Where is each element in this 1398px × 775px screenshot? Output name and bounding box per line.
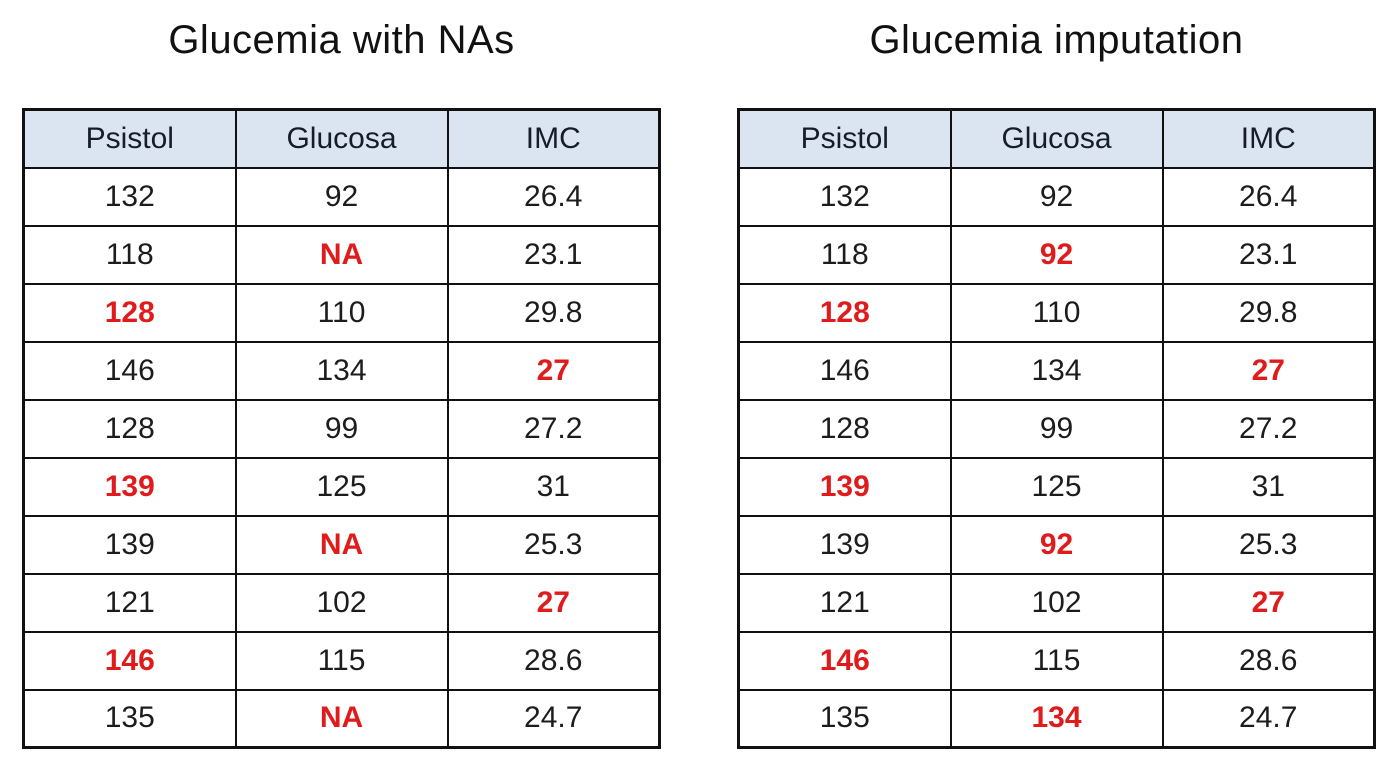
highlighted-cell: NA bbox=[234, 224, 449, 285]
cell: 29.8 bbox=[446, 282, 661, 343]
cell: 26.4 bbox=[1161, 166, 1376, 227]
cell: 24.7 bbox=[446, 688, 661, 749]
table-row: 146 134 27 bbox=[737, 340, 1376, 401]
highlighted-cell: 27 bbox=[1161, 340, 1376, 401]
table-row: 139 92 25.3 bbox=[737, 514, 1376, 575]
header-cell: Glucosa bbox=[949, 108, 1164, 169]
cell: 23.1 bbox=[1161, 224, 1376, 285]
cell: 92 bbox=[234, 166, 449, 227]
cell: 25.3 bbox=[446, 514, 661, 575]
highlighted-cell: 146 bbox=[22, 630, 237, 691]
cell: 139 bbox=[22, 514, 237, 575]
table-row: 146 134 27 bbox=[22, 340, 661, 401]
table-row: 118 NA 23.1 bbox=[22, 224, 661, 285]
header-row: Psistol Glucosa IMC bbox=[737, 108, 1376, 169]
cell: 118 bbox=[737, 224, 952, 285]
cell: 128 bbox=[22, 398, 237, 459]
highlighted-cell: 139 bbox=[22, 456, 237, 517]
cell: 102 bbox=[234, 572, 449, 633]
table-header: Psistol Glucosa IMC bbox=[737, 108, 1376, 169]
table-row: 132 92 26.4 bbox=[22, 166, 661, 227]
table-row: 128 99 27.2 bbox=[737, 398, 1376, 459]
header-cell: Psistol bbox=[22, 108, 237, 169]
table-row: 128 110 29.8 bbox=[22, 282, 661, 343]
table-row: 139 NA 25.3 bbox=[22, 514, 661, 575]
table-title-imputation: Glucemia imputation bbox=[869, 18, 1244, 62]
table-row: 121 102 27 bbox=[22, 572, 661, 633]
cell: 27.2 bbox=[446, 398, 661, 459]
cell: 135 bbox=[737, 688, 952, 749]
cell: 135 bbox=[22, 688, 237, 749]
cell: 24.7 bbox=[1161, 688, 1376, 749]
cell: 25.3 bbox=[1161, 514, 1376, 575]
cell: 146 bbox=[737, 340, 952, 401]
cell: 132 bbox=[22, 166, 237, 227]
table-row: 146 115 28.6 bbox=[737, 630, 1376, 691]
cell: 134 bbox=[949, 340, 1164, 401]
highlighted-cell: 134 bbox=[949, 688, 1164, 749]
highlighted-cell: 27 bbox=[446, 572, 661, 633]
cell: 92 bbox=[949, 166, 1164, 227]
cell: 23.1 bbox=[446, 224, 661, 285]
highlighted-cell: NA bbox=[234, 688, 449, 749]
cell: 125 bbox=[234, 456, 449, 517]
cell: 99 bbox=[949, 398, 1164, 459]
highlighted-cell: 27 bbox=[1161, 572, 1376, 633]
table-row: 121 102 27 bbox=[737, 572, 1376, 633]
highlighted-cell: 92 bbox=[949, 224, 1164, 285]
cell: 110 bbox=[234, 282, 449, 343]
cell: 134 bbox=[234, 340, 449, 401]
table-row: 135 134 24.7 bbox=[737, 688, 1376, 749]
header-cell: IMC bbox=[1161, 108, 1376, 169]
panel-glucemia-imputation: Glucemia imputation Psistol Glucosa IMC 13… bbox=[737, 12, 1376, 775]
table-body: 132 92 26.4 118 92 23.1 128 110 29.8 146 134 27 128 9… bbox=[737, 166, 1376, 749]
cell: 31 bbox=[1161, 456, 1376, 517]
panel-glucemia-with-nas: Glucemia with NAs Psistol Glucosa IMC 132 9… bbox=[22, 12, 661, 775]
cell: 118 bbox=[22, 224, 237, 285]
header-cell: Psistol bbox=[737, 108, 952, 169]
cell: 31 bbox=[446, 456, 661, 517]
highlighted-cell: NA bbox=[234, 514, 449, 575]
highlighted-cell: 146 bbox=[737, 630, 952, 691]
table-body: 132 92 26.4 118 NA 23.1 128 110 29.8 146 134 27 128 9… bbox=[22, 166, 661, 749]
cell: 26.4 bbox=[446, 166, 661, 227]
table-row: 139 125 31 bbox=[22, 456, 661, 517]
cell: 146 bbox=[22, 340, 237, 401]
cell: 125 bbox=[949, 456, 1164, 517]
header-cell: Glucosa bbox=[234, 108, 449, 169]
header-row: Psistol Glucosa IMC bbox=[22, 108, 661, 169]
highlighted-cell: 128 bbox=[737, 282, 952, 343]
cell: 28.6 bbox=[1161, 630, 1376, 691]
cell: 110 bbox=[949, 282, 1164, 343]
table-title-with-nas: Glucemia with NAs bbox=[168, 18, 515, 62]
table-row: 135 NA 24.7 bbox=[22, 688, 661, 749]
table-row: 139 125 31 bbox=[737, 456, 1376, 517]
table-row: 128 99 27.2 bbox=[22, 398, 661, 459]
cell: 99 bbox=[234, 398, 449, 459]
table-row: 118 92 23.1 bbox=[737, 224, 1376, 285]
cell: 29.8 bbox=[1161, 282, 1376, 343]
table-header: Psistol Glucosa IMC bbox=[22, 108, 661, 169]
table-row: 146 115 28.6 bbox=[22, 630, 661, 691]
cell: 28.6 bbox=[446, 630, 661, 691]
highlighted-cell: 128 bbox=[22, 282, 237, 343]
cell: 115 bbox=[949, 630, 1164, 691]
cell: 102 bbox=[949, 572, 1164, 633]
cell: 139 bbox=[737, 514, 952, 575]
cell: 115 bbox=[234, 630, 449, 691]
cell: 121 bbox=[22, 572, 237, 633]
glucemia-imputation-table: Psistol Glucosa IMC 132 92 26.4 118 92 23.1 128 1… bbox=[737, 108, 1376, 749]
cell: 132 bbox=[737, 166, 952, 227]
table-row: 132 92 26.4 bbox=[737, 166, 1376, 227]
highlighted-cell: 139 bbox=[737, 456, 952, 517]
cell: 121 bbox=[737, 572, 952, 633]
cell: 128 bbox=[737, 398, 952, 459]
highlighted-cell: 92 bbox=[949, 514, 1164, 575]
glucemia-with-nas-table: Psistol Glucosa IMC 132 92 26.4 118 NA 23.1 128 1… bbox=[22, 108, 661, 749]
table-row: 128 110 29.8 bbox=[737, 282, 1376, 343]
cell: 27.2 bbox=[1161, 398, 1376, 459]
highlighted-cell: 27 bbox=[446, 340, 661, 401]
header-cell: IMC bbox=[446, 108, 661, 169]
